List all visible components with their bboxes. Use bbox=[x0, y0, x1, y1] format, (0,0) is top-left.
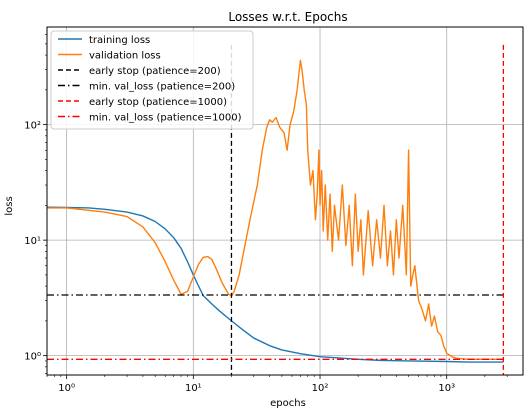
legend-label-2: early stop (patience=200) bbox=[89, 66, 221, 77]
series-line-0 bbox=[46, 206, 504, 363]
x-tick-label: 10² bbox=[312, 383, 329, 394]
legend: training loss validation loss early stop (… bbox=[50, 30, 254, 130]
legend-label-5: min. val_loss (patience=1000) bbox=[89, 113, 242, 124]
y-tick-label: 10⁰ bbox=[24, 352, 41, 363]
legend-box bbox=[50, 30, 254, 130]
y-axis-label: loss bbox=[4, 196, 15, 215]
y-tick-label: 10² bbox=[24, 121, 41, 132]
y-tick-label: 10¹ bbox=[24, 236, 41, 247]
x-tick-label: 10¹ bbox=[185, 383, 202, 394]
plot-marks bbox=[46, 44, 505, 375]
legend-label-0: training loss bbox=[89, 35, 150, 46]
legend-label-3: min. val_loss (patience=200) bbox=[89, 82, 235, 93]
chart-title: Losses w.r.t. Epochs bbox=[228, 10, 347, 24]
x-tick-label: 10⁰ bbox=[58, 383, 75, 394]
legend-label-4: early stop (patience=1000) bbox=[89, 97, 227, 108]
plot-frame bbox=[46, 26, 524, 376]
axis-ticks: 10⁰ 10¹ 10² 10³ 10⁰ 10¹ 10² bbox=[24, 34, 508, 394]
x-axis-label: epochs bbox=[270, 398, 306, 409]
x-tick-label: 10³ bbox=[438, 383, 455, 394]
legend-label-1: validation loss bbox=[89, 51, 161, 62]
series-line-1 bbox=[47, 59, 504, 360]
